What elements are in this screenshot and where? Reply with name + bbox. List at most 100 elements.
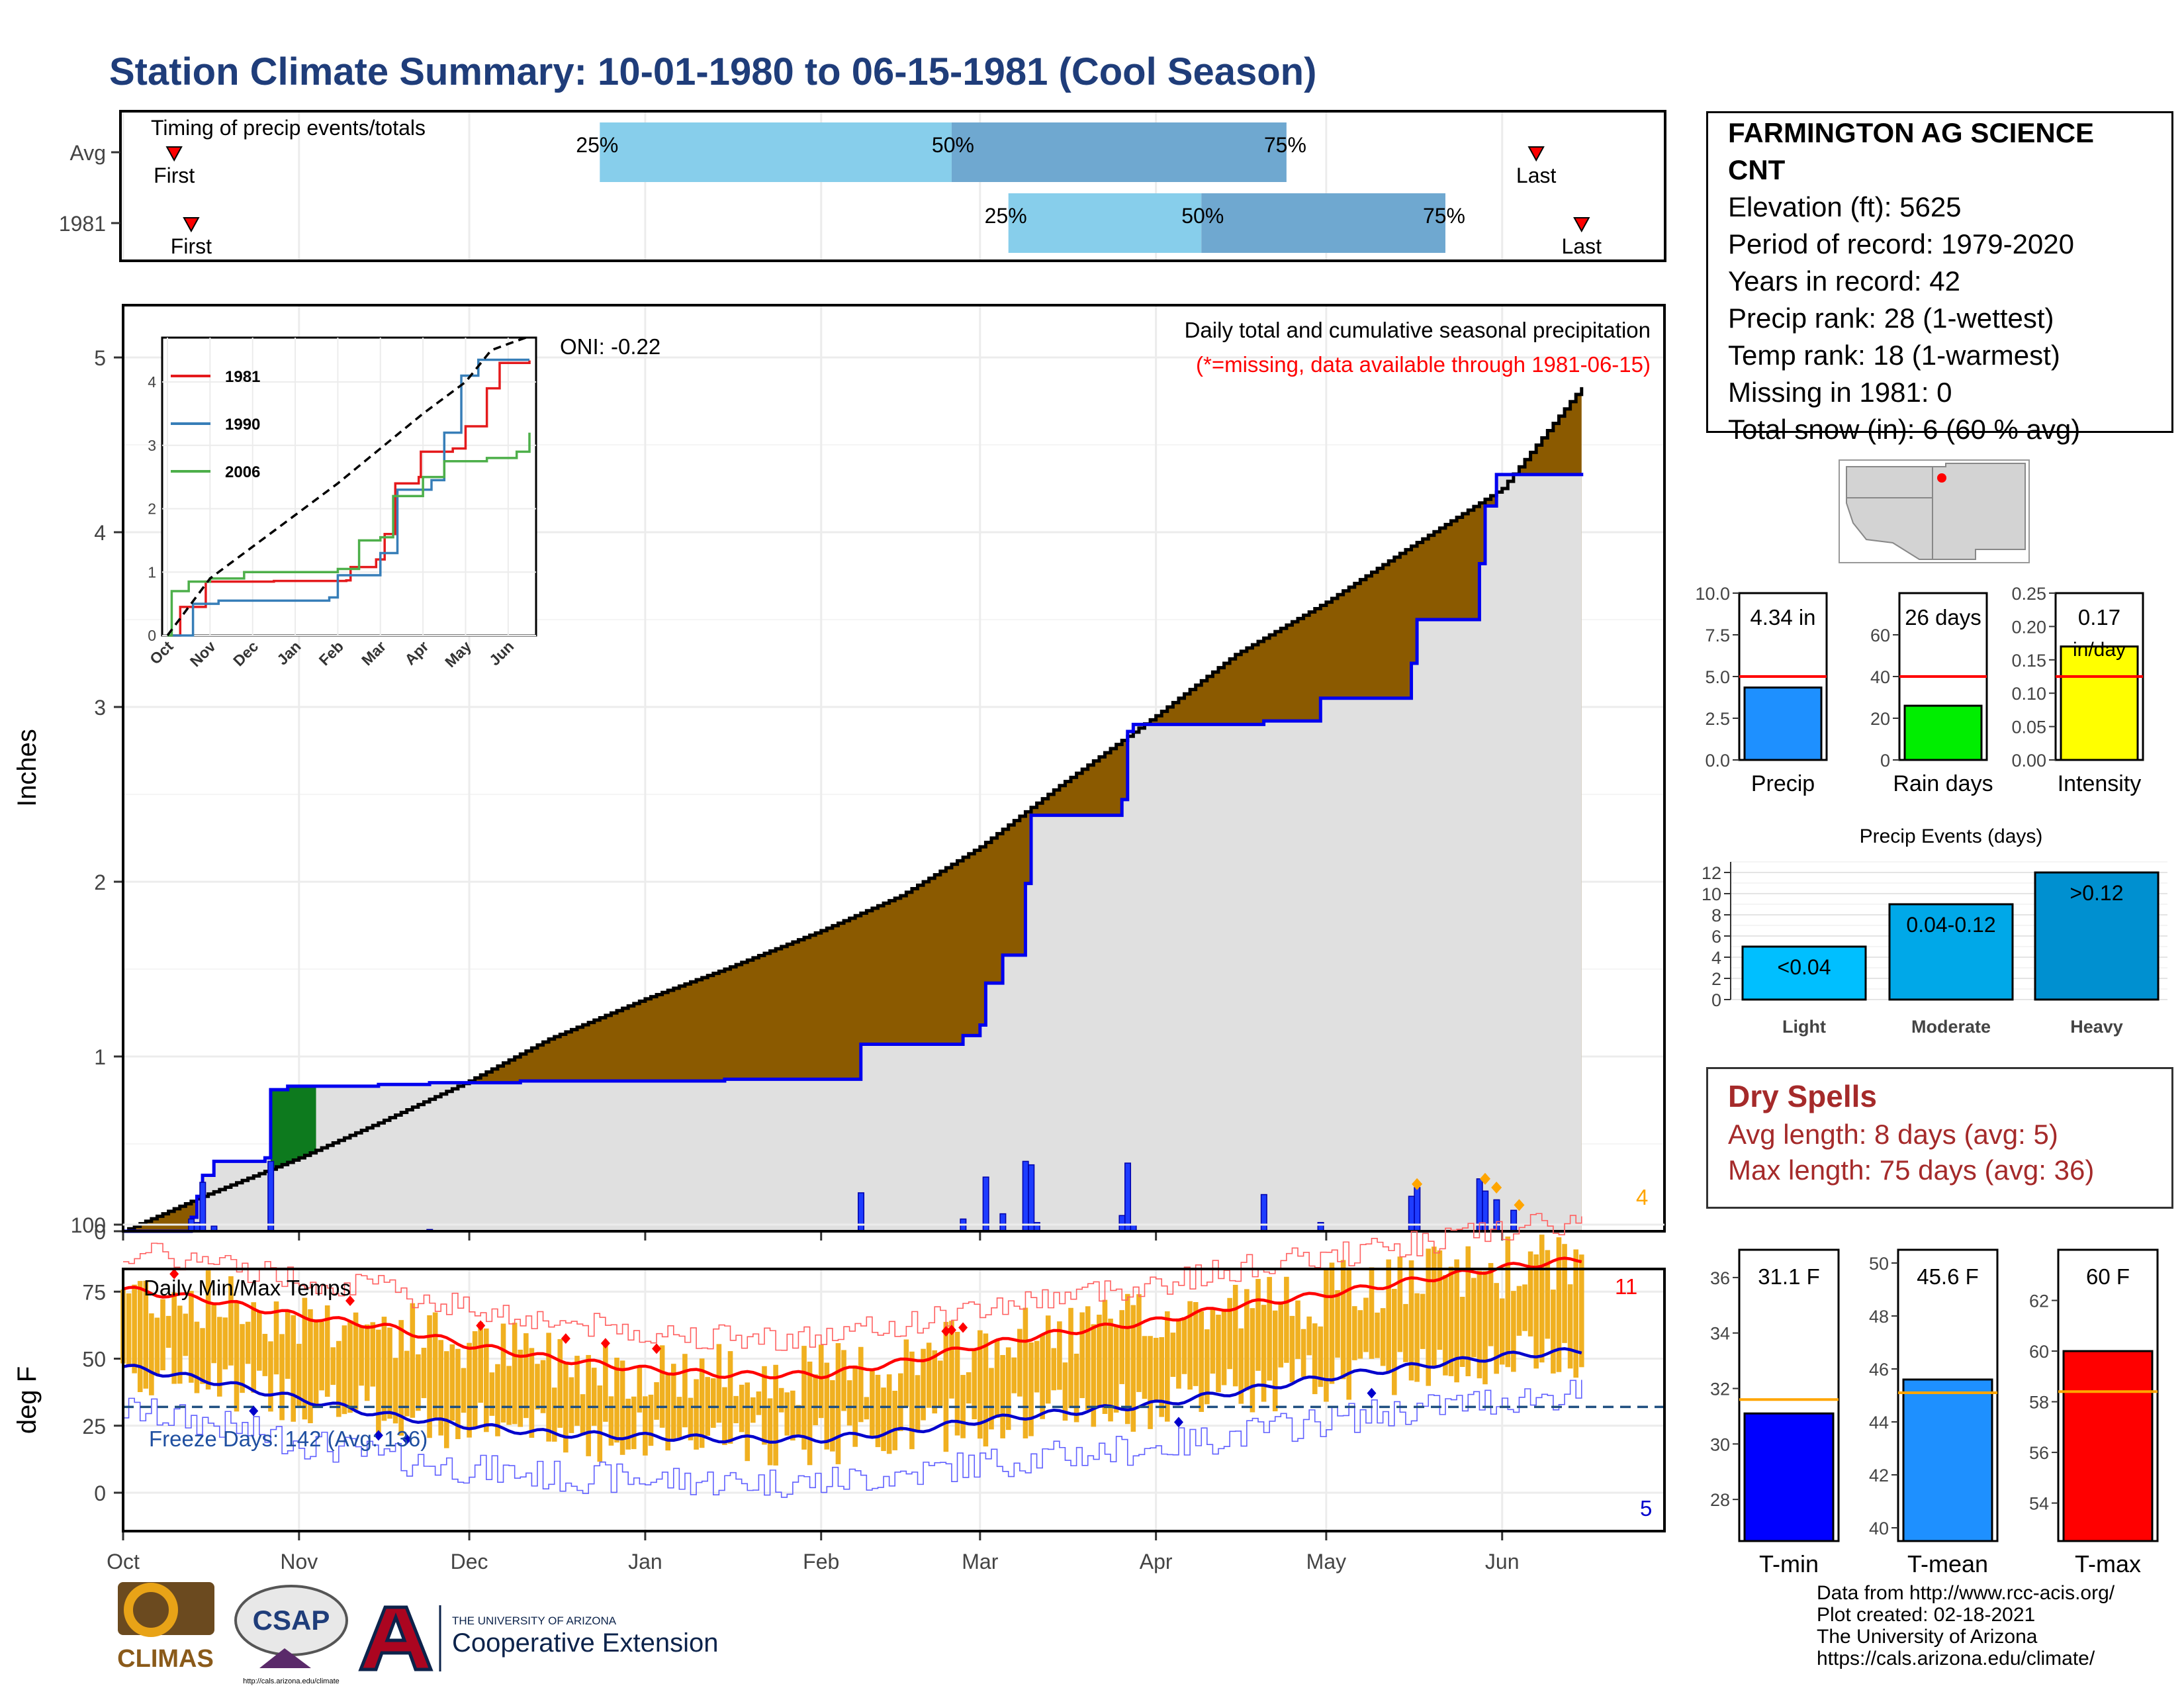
daily-temp-bar [688, 1397, 694, 1440]
daily-temp-bar [1318, 1326, 1324, 1387]
dry-spells-box: Dry Spells Avg length: 8 days (avg: 5) M… [1706, 1067, 2173, 1209]
inset-legend-label: 2006 [225, 463, 260, 481]
daily-temp-bar [245, 1321, 251, 1364]
events-bar [2034, 871, 2160, 1001]
daily-temp-bar [659, 1345, 665, 1428]
daily-temp-bar [1306, 1316, 1312, 1356]
total-value-label: 4.34 in [1750, 605, 1815, 630]
inset-series-line [167, 432, 531, 637]
total-y-tick-label: 7.5 [1705, 626, 1730, 645]
record-max-line [123, 1213, 1582, 1351]
timing-p25-label: 25% [576, 133, 618, 157]
daily-temp-bar [308, 1309, 313, 1423]
daily-temp-bar [1000, 1354, 1005, 1438]
daily-temp-bar [296, 1344, 302, 1407]
temp-total-value-label: 31.1 F [1758, 1264, 1820, 1289]
daily-temp-bar [273, 1301, 279, 1375]
climas-logo: CLIMAS [117, 1582, 214, 1673]
daily-temp-bar [1278, 1301, 1284, 1368]
footer-plot-created: Plot created: 02-18-2021 [1817, 1604, 2036, 1626]
station-name-line1: FARMINGTON AG SCIENCE [1728, 117, 2095, 148]
inset-y-tick-label: 0 [148, 627, 156, 644]
daily-temp-bar [381, 1317, 387, 1421]
temp-x-tick-label: Jun [1485, 1550, 1520, 1573]
extreme-precip-marker [1480, 1172, 1490, 1185]
daily-temp-bar [523, 1333, 529, 1419]
temp-y-tick-label: 50 [82, 1348, 106, 1372]
daily-temp-bar [830, 1380, 835, 1452]
daily-temp-bar [989, 1368, 994, 1430]
daily-temp-bar [489, 1372, 495, 1416]
daily-temp-bar [364, 1324, 370, 1401]
daily-temp-bar [643, 1396, 648, 1456]
daily-temp-bar [240, 1324, 245, 1393]
daily-temp-bar [262, 1334, 268, 1376]
daily-temp-bar [1153, 1338, 1159, 1402]
temp-total-y-tick-label: 30 [1710, 1434, 1730, 1454]
above-average-area [270, 1086, 316, 1170]
events-y-tick-label: 2 [1711, 969, 1721, 989]
total-y-tick-label: 0.00 [2011, 751, 2046, 771]
daily-temp-bar [211, 1304, 216, 1364]
daily-temp-bar [1335, 1290, 1340, 1358]
daily-temp-bar [370, 1322, 376, 1387]
timing-row-label: 1981 [59, 212, 106, 236]
daily-temp-bar [676, 1397, 682, 1438]
cold-day-marker [1367, 1387, 1377, 1399]
temp-x-tick-label: Dec [451, 1550, 488, 1573]
seasonal-totals-panels: 0.0 2.5 5.0 7.5 10.0 4.34 in Precip 0 20 40 60 26 d… [1695, 584, 2144, 796]
events-y-tick-label: 8 [1711, 906, 1721, 925]
station-temp-rank: Temp rank: 18 (1-warmest) [1728, 340, 2060, 371]
events-y-tick-label: 12 [1702, 863, 1721, 883]
timing-first-label: First [171, 234, 212, 258]
daily-temp-bar [597, 1385, 603, 1462]
daily-temp-bar [1170, 1333, 1176, 1377]
daily-temp-bar [183, 1313, 189, 1356]
daily-temp-bar [705, 1377, 711, 1436]
daily-temp-bar [1034, 1340, 1040, 1393]
daily-temp-bar [909, 1351, 915, 1450]
total-value-bar [2060, 645, 2139, 761]
cold-day-marker [373, 1430, 383, 1441]
avg-max-temp-line [122, 1256, 1582, 1380]
events-y-tick-label: 4 [1711, 948, 1721, 968]
daily-temp-bar [432, 1312, 438, 1418]
daily-temp-bar [1562, 1244, 1567, 1343]
total-y-tick-label: 0.15 [2011, 651, 2046, 671]
daily-temp-bar [291, 1315, 296, 1422]
daily-temp-bar [778, 1387, 784, 1413]
temp-total-y-tick-label: 50 [1869, 1254, 1889, 1274]
inset-series-line [167, 360, 531, 637]
daily-temp-bar [154, 1317, 160, 1376]
temp-y-label: deg F [13, 1366, 42, 1434]
temp-total-y-tick-label: 40 [1869, 1519, 1889, 1538]
daily-temp-bar [551, 1387, 557, 1442]
daily-precip-bar [1118, 1215, 1126, 1232]
daily-temp-bar [915, 1375, 921, 1430]
daily-temp-bar [1556, 1237, 1562, 1372]
daily-temp-bar [359, 1326, 364, 1386]
daily-precip-bar [267, 1160, 275, 1232]
daily-temp-bar [960, 1375, 966, 1438]
events-bar-label: <0.04 [1778, 955, 1831, 979]
csap-logo: CSAP http://cals.arizona.edu/climate [234, 1585, 348, 1685]
missing-note: (*=missing, data available through 1981-… [1196, 352, 1651, 377]
temp-y-tick-label: 25 [82, 1415, 106, 1438]
timing-p75-label: 75% [1423, 204, 1465, 228]
climas-logo-text: CLIMAS [117, 1645, 214, 1673]
inset-series-line [166, 335, 530, 637]
daily-temp-bar [535, 1364, 540, 1410]
daily-temp-bar [1193, 1301, 1199, 1386]
hot-days-count: 11 [1615, 1274, 1637, 1299]
station-years: Years in record: 42 [1728, 265, 1960, 297]
daily-temp-bar [1102, 1299, 1108, 1414]
daily-temp-bar [1488, 1263, 1494, 1346]
daily-temp-bar [1289, 1315, 1295, 1383]
temp-total-y-tick-label: 58 [2029, 1393, 2049, 1413]
daily-temp-bar [591, 1368, 597, 1426]
daily-temp-bar [285, 1311, 291, 1379]
daily-temp-bar [398, 1320, 404, 1436]
daily-temp-bar [228, 1276, 234, 1366]
